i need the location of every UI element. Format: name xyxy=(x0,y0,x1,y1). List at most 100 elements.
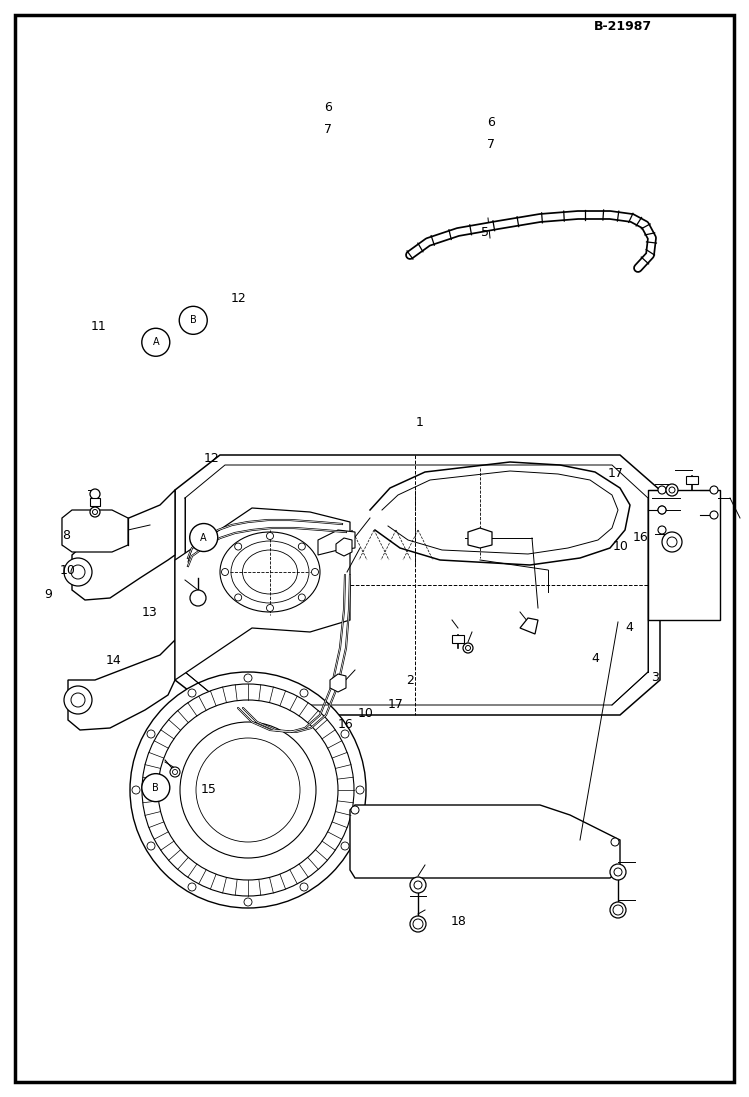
Text: 6: 6 xyxy=(487,116,494,129)
Text: 18: 18 xyxy=(450,915,467,928)
Circle shape xyxy=(130,672,366,908)
Circle shape xyxy=(234,593,242,601)
Text: A: A xyxy=(201,532,207,543)
Polygon shape xyxy=(452,635,464,643)
Circle shape xyxy=(658,525,666,534)
Polygon shape xyxy=(468,528,492,548)
Polygon shape xyxy=(686,476,698,484)
Circle shape xyxy=(611,838,619,846)
Text: 13: 13 xyxy=(142,606,158,619)
Text: A: A xyxy=(153,337,159,348)
Text: 4: 4 xyxy=(625,621,633,634)
Text: 1: 1 xyxy=(416,416,423,429)
Circle shape xyxy=(610,902,626,918)
Circle shape xyxy=(71,565,85,579)
Text: 16: 16 xyxy=(632,531,649,544)
Circle shape xyxy=(710,486,718,494)
Text: 3: 3 xyxy=(652,671,659,685)
Circle shape xyxy=(666,484,678,496)
Circle shape xyxy=(158,700,338,880)
Circle shape xyxy=(413,919,423,929)
Text: 6: 6 xyxy=(324,101,332,114)
Circle shape xyxy=(142,328,170,357)
Circle shape xyxy=(410,916,426,932)
Text: 17: 17 xyxy=(607,467,624,480)
Circle shape xyxy=(196,738,300,842)
Circle shape xyxy=(92,509,97,514)
Text: 10: 10 xyxy=(59,564,76,577)
Circle shape xyxy=(298,543,306,550)
Polygon shape xyxy=(175,455,660,715)
Text: 16: 16 xyxy=(338,717,354,731)
Text: B: B xyxy=(152,782,160,793)
Circle shape xyxy=(71,693,85,706)
Text: 10: 10 xyxy=(357,706,374,720)
Circle shape xyxy=(64,686,92,714)
Text: 15: 15 xyxy=(200,783,216,796)
Circle shape xyxy=(610,864,626,880)
Polygon shape xyxy=(318,530,355,555)
Circle shape xyxy=(658,506,666,514)
Polygon shape xyxy=(336,538,352,556)
Circle shape xyxy=(658,506,666,514)
Circle shape xyxy=(410,877,426,893)
Circle shape xyxy=(298,593,306,601)
Text: B: B xyxy=(189,315,197,326)
Polygon shape xyxy=(90,498,100,506)
Text: 4: 4 xyxy=(592,652,599,665)
Text: 7: 7 xyxy=(487,138,494,151)
Circle shape xyxy=(142,685,354,896)
Text: 12: 12 xyxy=(203,452,219,465)
Polygon shape xyxy=(62,510,128,552)
Circle shape xyxy=(658,486,666,494)
Circle shape xyxy=(614,868,622,877)
Text: 10: 10 xyxy=(612,540,628,553)
Circle shape xyxy=(189,523,218,552)
Text: 9: 9 xyxy=(45,588,52,601)
Circle shape xyxy=(188,689,196,697)
Text: 14: 14 xyxy=(106,654,122,667)
Circle shape xyxy=(356,785,364,794)
Circle shape xyxy=(244,674,252,682)
Circle shape xyxy=(147,730,155,738)
Circle shape xyxy=(351,806,359,814)
Circle shape xyxy=(170,767,180,777)
Polygon shape xyxy=(648,490,720,620)
Circle shape xyxy=(312,568,318,576)
Polygon shape xyxy=(520,618,538,634)
Text: B-21987: B-21987 xyxy=(593,20,652,33)
Polygon shape xyxy=(68,640,175,730)
Circle shape xyxy=(222,568,228,576)
Polygon shape xyxy=(72,490,175,600)
Circle shape xyxy=(180,722,316,858)
Text: 5: 5 xyxy=(482,226,489,239)
Circle shape xyxy=(267,604,273,611)
Circle shape xyxy=(188,883,196,891)
Text: 8: 8 xyxy=(62,529,70,542)
Circle shape xyxy=(244,898,252,906)
Circle shape xyxy=(267,532,273,540)
Polygon shape xyxy=(350,805,620,878)
Polygon shape xyxy=(175,508,350,680)
Circle shape xyxy=(300,689,308,697)
Circle shape xyxy=(667,538,677,547)
Circle shape xyxy=(465,645,470,651)
Circle shape xyxy=(613,905,623,915)
Circle shape xyxy=(662,532,682,552)
Circle shape xyxy=(64,558,92,586)
Circle shape xyxy=(179,306,207,335)
Text: 17: 17 xyxy=(387,698,404,711)
Circle shape xyxy=(463,643,473,653)
Polygon shape xyxy=(330,674,346,692)
Circle shape xyxy=(132,785,140,794)
Text: 12: 12 xyxy=(230,292,246,305)
Circle shape xyxy=(669,487,675,493)
Circle shape xyxy=(341,730,349,738)
Circle shape xyxy=(90,507,100,517)
Circle shape xyxy=(414,881,422,889)
Text: 7: 7 xyxy=(324,123,332,136)
Circle shape xyxy=(172,769,178,774)
Circle shape xyxy=(710,511,718,519)
Circle shape xyxy=(142,773,170,802)
Circle shape xyxy=(234,543,242,550)
